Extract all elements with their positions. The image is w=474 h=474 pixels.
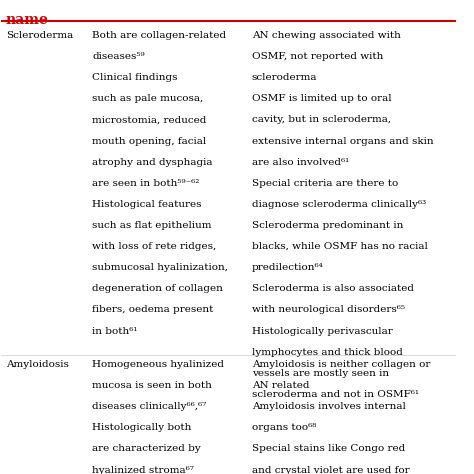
Text: Histologically both: Histologically both <box>92 423 192 432</box>
Text: are characterized by: are characterized by <box>92 445 201 454</box>
Text: Amyloidosis involves internal: Amyloidosis involves internal <box>252 402 405 411</box>
Text: scleroderma: scleroderma <box>252 73 317 82</box>
Text: diseases clinically⁶⁶,⁶⁷: diseases clinically⁶⁶,⁶⁷ <box>92 402 207 411</box>
Text: such as flat epithelium: such as flat epithelium <box>92 221 212 230</box>
Text: mucosa is seen in both: mucosa is seen in both <box>92 381 212 390</box>
Text: Histologically perivascular: Histologically perivascular <box>252 327 392 336</box>
Text: Clinical findings: Clinical findings <box>92 73 178 82</box>
Text: Special stains like Congo red: Special stains like Congo red <box>252 445 405 454</box>
Text: submucosal hyalinization,: submucosal hyalinization, <box>92 263 228 272</box>
Text: cavity, but in scleroderma,: cavity, but in scleroderma, <box>252 115 391 124</box>
Text: diseases⁵⁹: diseases⁵⁹ <box>92 52 145 61</box>
Text: are seen in both⁵⁹⁻⁶²: are seen in both⁵⁹⁻⁶² <box>92 179 200 188</box>
Text: in both⁶¹: in both⁶¹ <box>92 327 138 336</box>
Text: Amyloidosis: Amyloidosis <box>6 360 69 369</box>
Text: Amyloidosis is neither collagen or: Amyloidosis is neither collagen or <box>252 360 430 369</box>
Text: with loss of rete ridges,: with loss of rete ridges, <box>92 242 217 251</box>
Text: vessels are mostly seen in: vessels are mostly seen in <box>252 369 389 378</box>
Text: are also involved⁶¹: are also involved⁶¹ <box>252 158 349 167</box>
Text: fibers, oedema present: fibers, oedema present <box>92 305 214 314</box>
Text: Special criteria are there to: Special criteria are there to <box>252 179 398 188</box>
Text: Both are collagen-related: Both are collagen-related <box>92 31 227 40</box>
Text: hyalinized stroma⁶⁷: hyalinized stroma⁶⁷ <box>92 465 194 474</box>
Text: AN chewing associated with: AN chewing associated with <box>252 31 401 40</box>
Text: Homogeneous hyalinized: Homogeneous hyalinized <box>92 360 224 369</box>
Text: OSMF, not reported with: OSMF, not reported with <box>252 52 383 61</box>
Text: extensive internal organs and skin: extensive internal organs and skin <box>252 137 433 146</box>
Text: microstomia, reduced: microstomia, reduced <box>92 115 207 124</box>
Text: with neurological disorders⁶⁵: with neurological disorders⁶⁵ <box>252 305 405 314</box>
Text: and crystal violet are used for: and crystal violet are used for <box>252 465 409 474</box>
Text: lymphocytes and thick blood: lymphocytes and thick blood <box>252 348 402 357</box>
Text: AN related: AN related <box>252 381 309 390</box>
Text: degeneration of collagen: degeneration of collagen <box>92 284 223 293</box>
Text: blacks, while OSMF has no racial: blacks, while OSMF has no racial <box>252 242 428 251</box>
Text: Scleroderma predominant in: Scleroderma predominant in <box>252 221 403 230</box>
Text: Scleroderma is also associated: Scleroderma is also associated <box>252 284 414 293</box>
Text: diagnose scleroderma clinically⁶³: diagnose scleroderma clinically⁶³ <box>252 200 426 209</box>
Text: such as pale mucosa,: such as pale mucosa, <box>92 94 204 103</box>
Text: organs too⁶⁸: organs too⁶⁸ <box>252 423 316 432</box>
Text: scleroderma and not in OSMF⁶¹: scleroderma and not in OSMF⁶¹ <box>252 390 419 399</box>
Text: mouth opening, facial: mouth opening, facial <box>92 137 207 146</box>
Text: atrophy and dysphagia: atrophy and dysphagia <box>92 158 213 167</box>
Text: Scleroderma: Scleroderma <box>6 31 73 40</box>
Text: name: name <box>6 13 49 27</box>
Text: Histological features: Histological features <box>92 200 202 209</box>
Text: predilection⁶⁴: predilection⁶⁴ <box>252 263 323 272</box>
Text: OSMF is limited up to oral: OSMF is limited up to oral <box>252 94 391 103</box>
